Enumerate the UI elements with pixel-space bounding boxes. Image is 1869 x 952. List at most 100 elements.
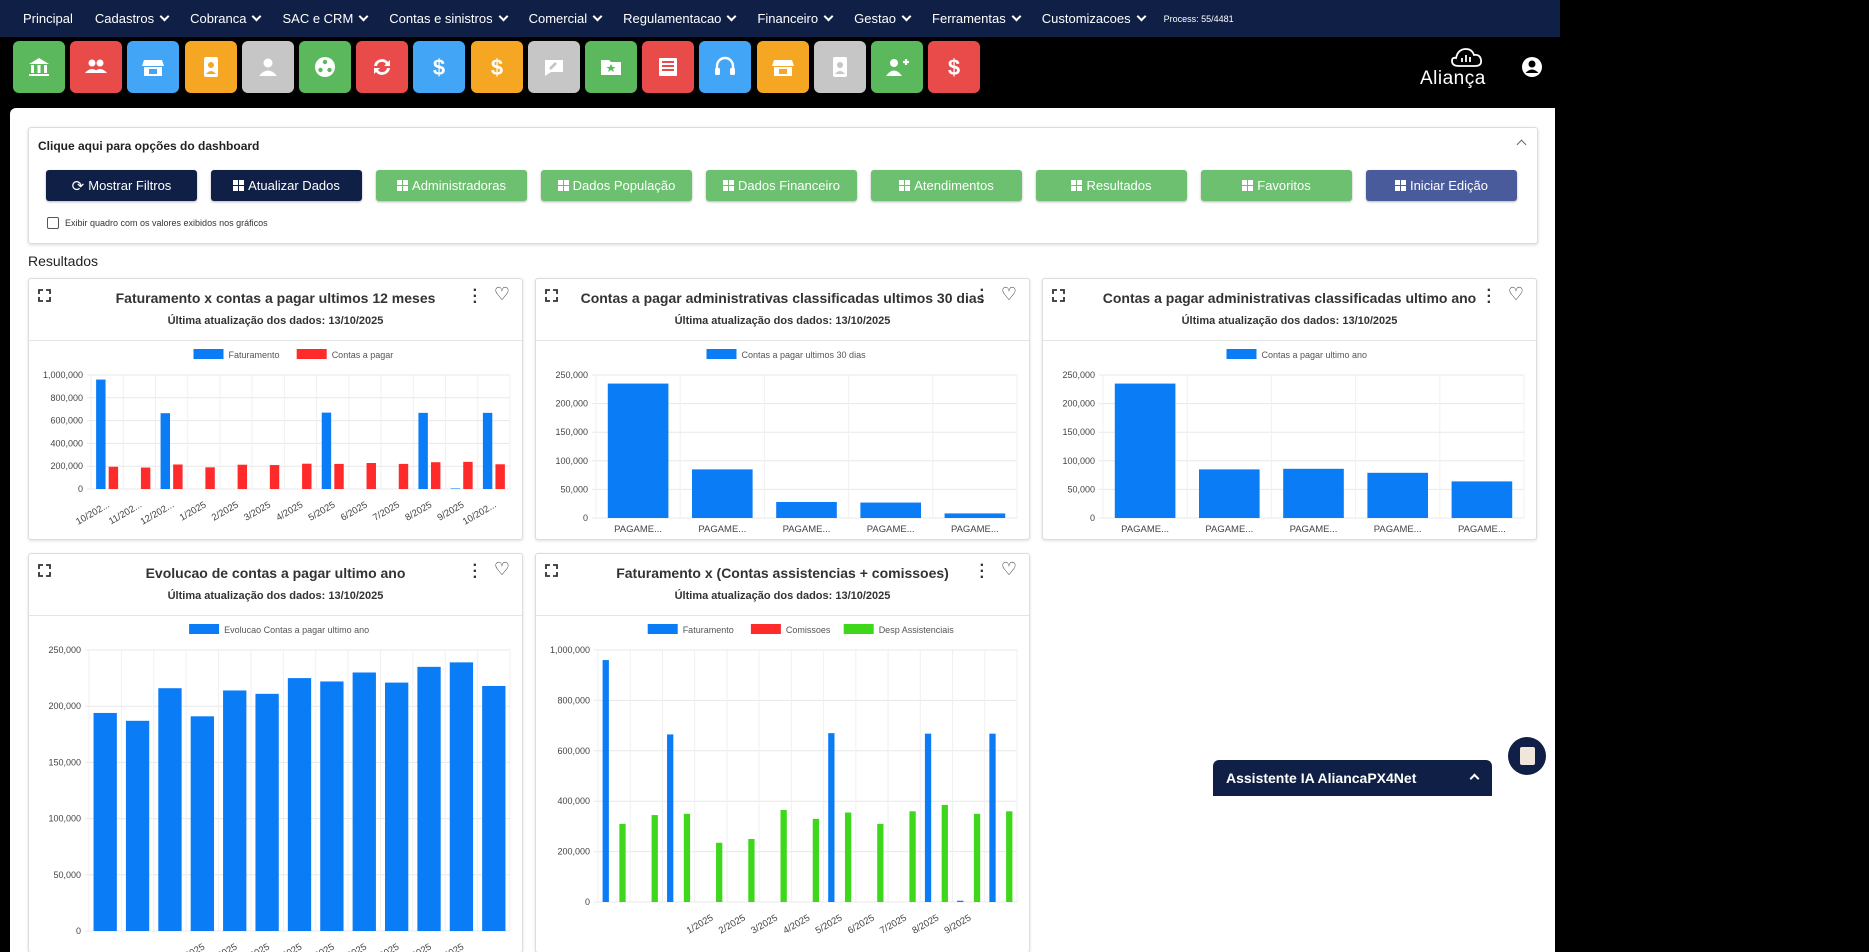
- btn-resultados[interactable]: Resultados: [1036, 170, 1187, 201]
- nav-item-regulamentacao[interactable]: Regulamentacao: [612, 11, 746, 26]
- shortcut-button-network[interactable]: [299, 41, 351, 93]
- bar: [321, 412, 332, 489]
- bar: [287, 678, 312, 931]
- btn-atendimentos[interactable]: Atendimentos: [871, 170, 1022, 201]
- heart-icon[interactable]: ♡: [493, 284, 510, 304]
- btn-atualizar-dados[interactable]: Atualizar Dados: [211, 170, 362, 201]
- process-counter: Process: 55/4481: [1163, 13, 1234, 24]
- grid-icon: [1071, 180, 1083, 191]
- bar: [691, 469, 753, 518]
- btn-dados-população[interactable]: Dados População: [541, 170, 692, 201]
- fullscreen-icon[interactable]: [545, 564, 558, 577]
- shortcut-button-headset[interactable]: [699, 41, 752, 93]
- nav-item-gestao[interactable]: Gestao: [843, 11, 921, 26]
- store-icon: [142, 60, 165, 76]
- nav-item-label: SAC e CRM: [282, 11, 354, 26]
- chart-card-header: Faturamento x (Contas assistencias + com…: [536, 554, 1029, 616]
- shortcut-button-signature[interactable]: [527, 41, 580, 93]
- kebab-menu-icon[interactable]: · · ·: [1486, 282, 1492, 311]
- bar: [384, 682, 409, 931]
- legend-label: Contas a pagar ultimo ano: [1262, 350, 1368, 360]
- shortcut-button-folder-star[interactable]: [585, 41, 637, 93]
- chart-title: Faturamento x contas a pagar ultimos 12 …: [115, 290, 436, 306]
- user-plus-icon: [886, 59, 909, 76]
- btn-mostrar-filtros[interactable]: ⟳ Mostrar Filtros: [46, 170, 197, 201]
- fullscreen-icon[interactable]: [545, 289, 558, 302]
- shortcut-button-user[interactable]: [241, 41, 294, 93]
- heart-icon[interactable]: ♡: [1000, 284, 1017, 304]
- shortcut-button-store[interactable]: [127, 41, 180, 93]
- x-tick-label: PAGAME...: [783, 524, 831, 535]
- y-tick-label: 50,000: [1067, 484, 1095, 494]
- chevron-down-icon: [726, 11, 737, 22]
- nav-item-ferramentas[interactable]: Ferramentas: [921, 11, 1031, 26]
- y-tick-label: 150,000: [48, 757, 81, 767]
- bar: [941, 804, 948, 902]
- shortcut-button-sync[interactable]: [356, 41, 409, 93]
- bar: [909, 811, 916, 902]
- nav-item-sac-e-crm[interactable]: SAC e CRM: [271, 11, 378, 26]
- x-tick-label: PAGAME...: [1205, 524, 1253, 535]
- btn-dados-financeiro[interactable]: Dados Financeiro: [706, 170, 857, 201]
- kebab-menu-icon[interactable]: · · ·: [472, 557, 478, 586]
- user-account-icon[interactable]: [1521, 56, 1543, 78]
- folder-star-icon: [601, 60, 621, 75]
- kebab-menu-icon[interactable]: · · ·: [979, 557, 985, 586]
- bar: [1198, 469, 1260, 518]
- report-fab-button[interactable]: [1508, 737, 1546, 775]
- shortcut-button-dollar[interactable]: $: [928, 41, 981, 93]
- shortcut-button-bank[interactable]: [13, 41, 65, 93]
- nav-item-cobranca[interactable]: Cobranca: [179, 11, 271, 26]
- document-icon: [1519, 747, 1535, 765]
- fullscreen-icon[interactable]: [38, 564, 51, 577]
- shortcut-button-store[interactable]: [756, 41, 809, 93]
- shortcut-button-users[interactable]: [70, 41, 123, 93]
- chart-subtitle: Última atualização dos dados: 13/10/2025: [167, 315, 384, 327]
- nav-item-cadastros[interactable]: Cadastros: [84, 11, 179, 26]
- btn-favoritos[interactable]: Favoritos: [1201, 170, 1352, 201]
- heart-icon[interactable]: ♡: [493, 559, 510, 579]
- nav-item-principal[interactable]: Principal: [12, 11, 84, 26]
- x-tick-label: 12/202...: [139, 500, 177, 528]
- shortcut-button-dollar[interactable]: $: [413, 41, 466, 93]
- nav-item-customizacoes[interactable]: Customizacoes: [1031, 11, 1156, 26]
- dashboard-options-toggle[interactable]: Clique aqui para opções do dashboard: [38, 139, 260, 153]
- bar: [716, 842, 723, 902]
- btn-administradoras[interactable]: Administradoras: [376, 170, 527, 201]
- store-icon: [771, 60, 794, 76]
- y-tick-label: 100,000: [48, 814, 81, 824]
- shortcut-button-user-plus[interactable]: [871, 41, 923, 93]
- kebab-menu-icon[interactable]: · · ·: [472, 282, 478, 311]
- nav-item-label: Ferramentas: [932, 11, 1006, 26]
- id-badge-icon: [832, 57, 847, 77]
- grid-icon: [723, 180, 735, 191]
- show-values-checkbox[interactable]: [47, 217, 59, 229]
- svg-text:$: $: [948, 55, 960, 80]
- logo: Aliança: [1420, 44, 1512, 92]
- fullscreen-icon[interactable]: [1052, 289, 1065, 302]
- nav-item-contas-e-sinistros[interactable]: Contas e sinistros: [378, 11, 517, 26]
- shortcut-button-id-badge[interactable]: [184, 41, 237, 93]
- bar: [944, 513, 1006, 518]
- bar: [269, 465, 280, 489]
- shortcut-button-dollar[interactable]: $: [470, 41, 523, 93]
- shortcut-button-id-badge[interactable]: [813, 41, 866, 93]
- ai-assistant-bar[interactable]: Assistente IA AliancaPX4Net: [1213, 760, 1492, 796]
- heart-icon[interactable]: ♡: [1000, 559, 1017, 579]
- fullscreen-icon[interactable]: [38, 289, 51, 302]
- nav-item-financeiro[interactable]: Financeiro: [746, 11, 843, 26]
- x-tick-label: 6/2025: [338, 942, 369, 952]
- kebab-menu-icon[interactable]: · · ·: [979, 282, 985, 311]
- bar: [158, 688, 182, 931]
- x-tick-label: 10/202...: [74, 500, 112, 528]
- y-tick-label: 250,000: [1062, 370, 1095, 380]
- btn-iniciar-edição[interactable]: Iniciar Edição: [1366, 170, 1517, 201]
- shortcut-button-newspaper[interactable]: [642, 41, 695, 93]
- chevron-up-icon[interactable]: [1469, 773, 1480, 784]
- chevron-up-icon[interactable]: [1516, 139, 1527, 150]
- heart-icon[interactable]: ♡: [1507, 284, 1524, 304]
- button-label: Resultados: [1086, 178, 1152, 193]
- chart-card: Evolucao de contas a pagar ultimo ano · · ·…: [28, 553, 523, 952]
- nav-item-comercial[interactable]: Comercial: [518, 11, 613, 26]
- x-tick-label: 5/2025: [306, 942, 337, 952]
